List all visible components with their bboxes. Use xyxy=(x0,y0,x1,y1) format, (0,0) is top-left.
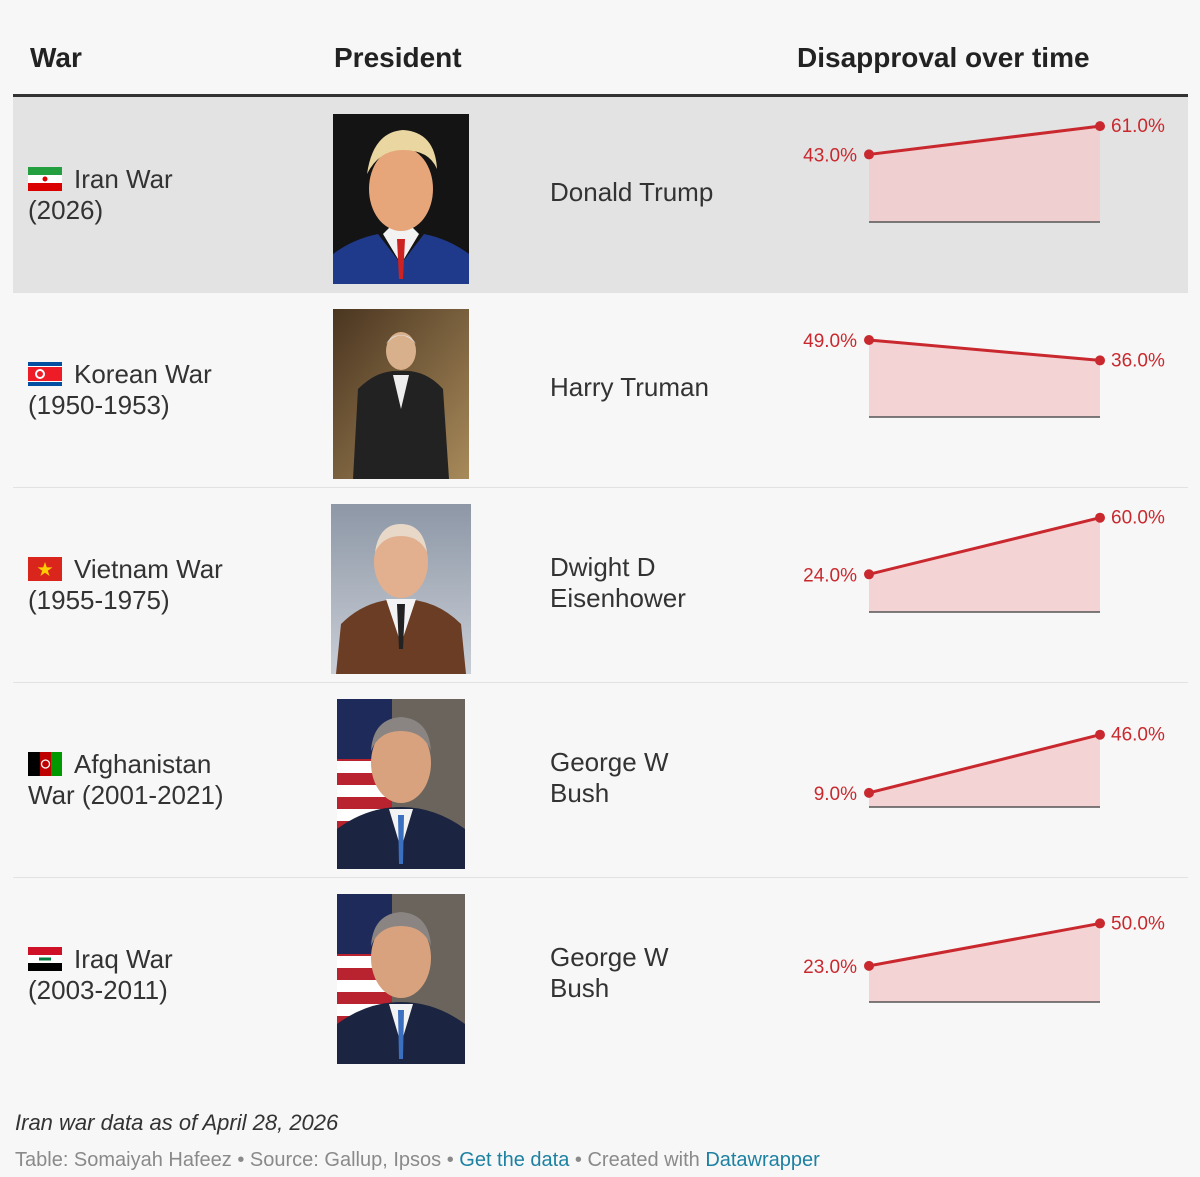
war-years: (1955-1975) xyxy=(28,585,170,615)
sparkline-area xyxy=(869,340,1100,417)
table-credit: Table: Somaiyah Hafeez xyxy=(15,1149,232,1171)
president-name: Donald Trump xyxy=(550,177,714,207)
war-years: (2026) xyxy=(28,195,104,225)
president-name: George W xyxy=(550,942,669,972)
vietnam-flag-icon xyxy=(28,557,62,581)
start-value-label: 43.0% xyxy=(803,145,857,166)
president-column-header: President xyxy=(334,42,462,73)
start-value-label: 49.0% xyxy=(803,331,857,352)
president-name: Dwight D xyxy=(550,552,656,582)
end-point xyxy=(1095,918,1105,929)
disapproval-sparkline: 9.0% 46.0% xyxy=(814,725,1165,808)
created-with-text: Created with xyxy=(587,1149,700,1171)
start-value-label: 24.0% xyxy=(803,565,857,586)
war-years: (1950-1953) xyxy=(28,390,170,420)
president-cell: George W Bush xyxy=(550,747,750,809)
north-korea-flag-icon xyxy=(28,362,62,386)
president-cell: George W Bush xyxy=(550,942,750,1004)
war-cell: Afghanistan War (2001-2021) xyxy=(28,749,288,811)
end-value-label: 60.0% xyxy=(1111,508,1165,529)
end-value-label: 36.0% xyxy=(1111,350,1165,371)
war-name: Iraq War xyxy=(74,944,173,974)
disapproval-sparkline: 23.0% 50.0% xyxy=(803,913,1165,1003)
war-cell: Iran War (2026) xyxy=(28,164,288,226)
sparkline-area xyxy=(869,734,1100,807)
sparkline-line xyxy=(868,124,1101,156)
sparkline-area xyxy=(869,517,1100,612)
end-point xyxy=(1095,729,1105,740)
president-portrait xyxy=(331,504,471,674)
war-column-header: War xyxy=(30,42,82,73)
sparkline-line xyxy=(868,516,1101,576)
war-name: Korean War xyxy=(74,359,212,389)
war-years: (2003-2011) xyxy=(28,975,168,1005)
end-point xyxy=(1095,512,1105,523)
footer-credits: Table: Somaiyah Hafeez • Source: Gallup,… xyxy=(15,1149,820,1171)
start-point xyxy=(864,960,874,971)
disapproval-sparkline: 49.0% 36.0% xyxy=(803,331,1165,418)
disapproval-sparkline: 43.0% 61.0% xyxy=(803,116,1165,223)
president-name-line2: Bush xyxy=(550,973,610,1003)
table-row: Korean War (1950-1953) Harry Truman 49.0… xyxy=(13,292,1188,488)
sparkline-line xyxy=(868,338,1101,362)
war-name: Vietnam War xyxy=(74,554,223,584)
table-row: Iran War (2026) Donald Trump 43.0% 61.0% xyxy=(13,97,1188,293)
sparkline-line xyxy=(868,921,1101,968)
end-point xyxy=(1095,355,1105,366)
president-portrait xyxy=(337,894,465,1064)
table-row: Vietnam War (1955-1975) Dwight D Eisenho… xyxy=(13,487,1188,683)
afghanistan-flag-icon xyxy=(28,752,62,776)
sparkline-line xyxy=(868,733,1101,795)
start-value-label: 23.0% xyxy=(803,957,857,978)
war-cell: Vietnam War (1955-1975) xyxy=(28,554,288,616)
iraq-flag-icon xyxy=(28,947,62,971)
start-point xyxy=(864,569,874,580)
war-name: Afghanistan xyxy=(74,749,212,779)
war-cell: Iraq War (2003-2011) xyxy=(28,944,288,1006)
disapproval-sparkline: 24.0% 60.0% xyxy=(803,508,1165,613)
start-point xyxy=(864,149,874,160)
end-point xyxy=(1095,121,1105,132)
sparkline-area xyxy=(869,923,1100,1002)
table-header: War President Disapproval over time xyxy=(13,0,1188,97)
president-cell: Donald Trump xyxy=(550,177,750,208)
end-value-label: 50.0% xyxy=(1111,913,1165,934)
president-cell: Harry Truman xyxy=(550,372,750,403)
source-credit: Source: Gallup, Ipsos xyxy=(249,1149,442,1171)
president-name-line2: Eisenhower xyxy=(550,583,686,613)
president-portrait xyxy=(333,309,469,479)
end-value-label: 61.0% xyxy=(1111,116,1165,137)
president-name-line2: Bush xyxy=(550,778,610,808)
datawrapper-link[interactable]: Datawrapper xyxy=(705,1149,820,1171)
president-portrait xyxy=(333,114,469,284)
war-name: Iran War xyxy=(74,164,173,194)
war-cell: Korean War (1950-1953) xyxy=(28,359,288,421)
president-portrait xyxy=(337,699,465,869)
end-value-label: 46.0% xyxy=(1111,725,1165,746)
start-value-label: 9.0% xyxy=(814,784,857,805)
table-row: Iraq War (2003-2011) George W Bush 23.0%… xyxy=(13,877,1188,1072)
table-row: Afghanistan War (2001-2021) George W Bus… xyxy=(13,682,1188,878)
iran-flag-icon xyxy=(28,167,62,191)
disapproval-column-header: Disapproval over time xyxy=(797,42,1090,73)
start-point xyxy=(864,787,874,798)
get-the-data-link[interactable]: Get the data xyxy=(459,1149,570,1171)
president-cell: Dwight D Eisenhower xyxy=(550,552,750,614)
data-date-note: Iran war data as of April 28, 2026 xyxy=(15,1110,339,1135)
sparkline-area xyxy=(869,126,1100,222)
war-years: War (2001-2021) xyxy=(28,780,224,810)
president-name: Harry Truman xyxy=(550,372,709,402)
start-point xyxy=(864,335,874,345)
president-name: George W xyxy=(550,747,669,777)
